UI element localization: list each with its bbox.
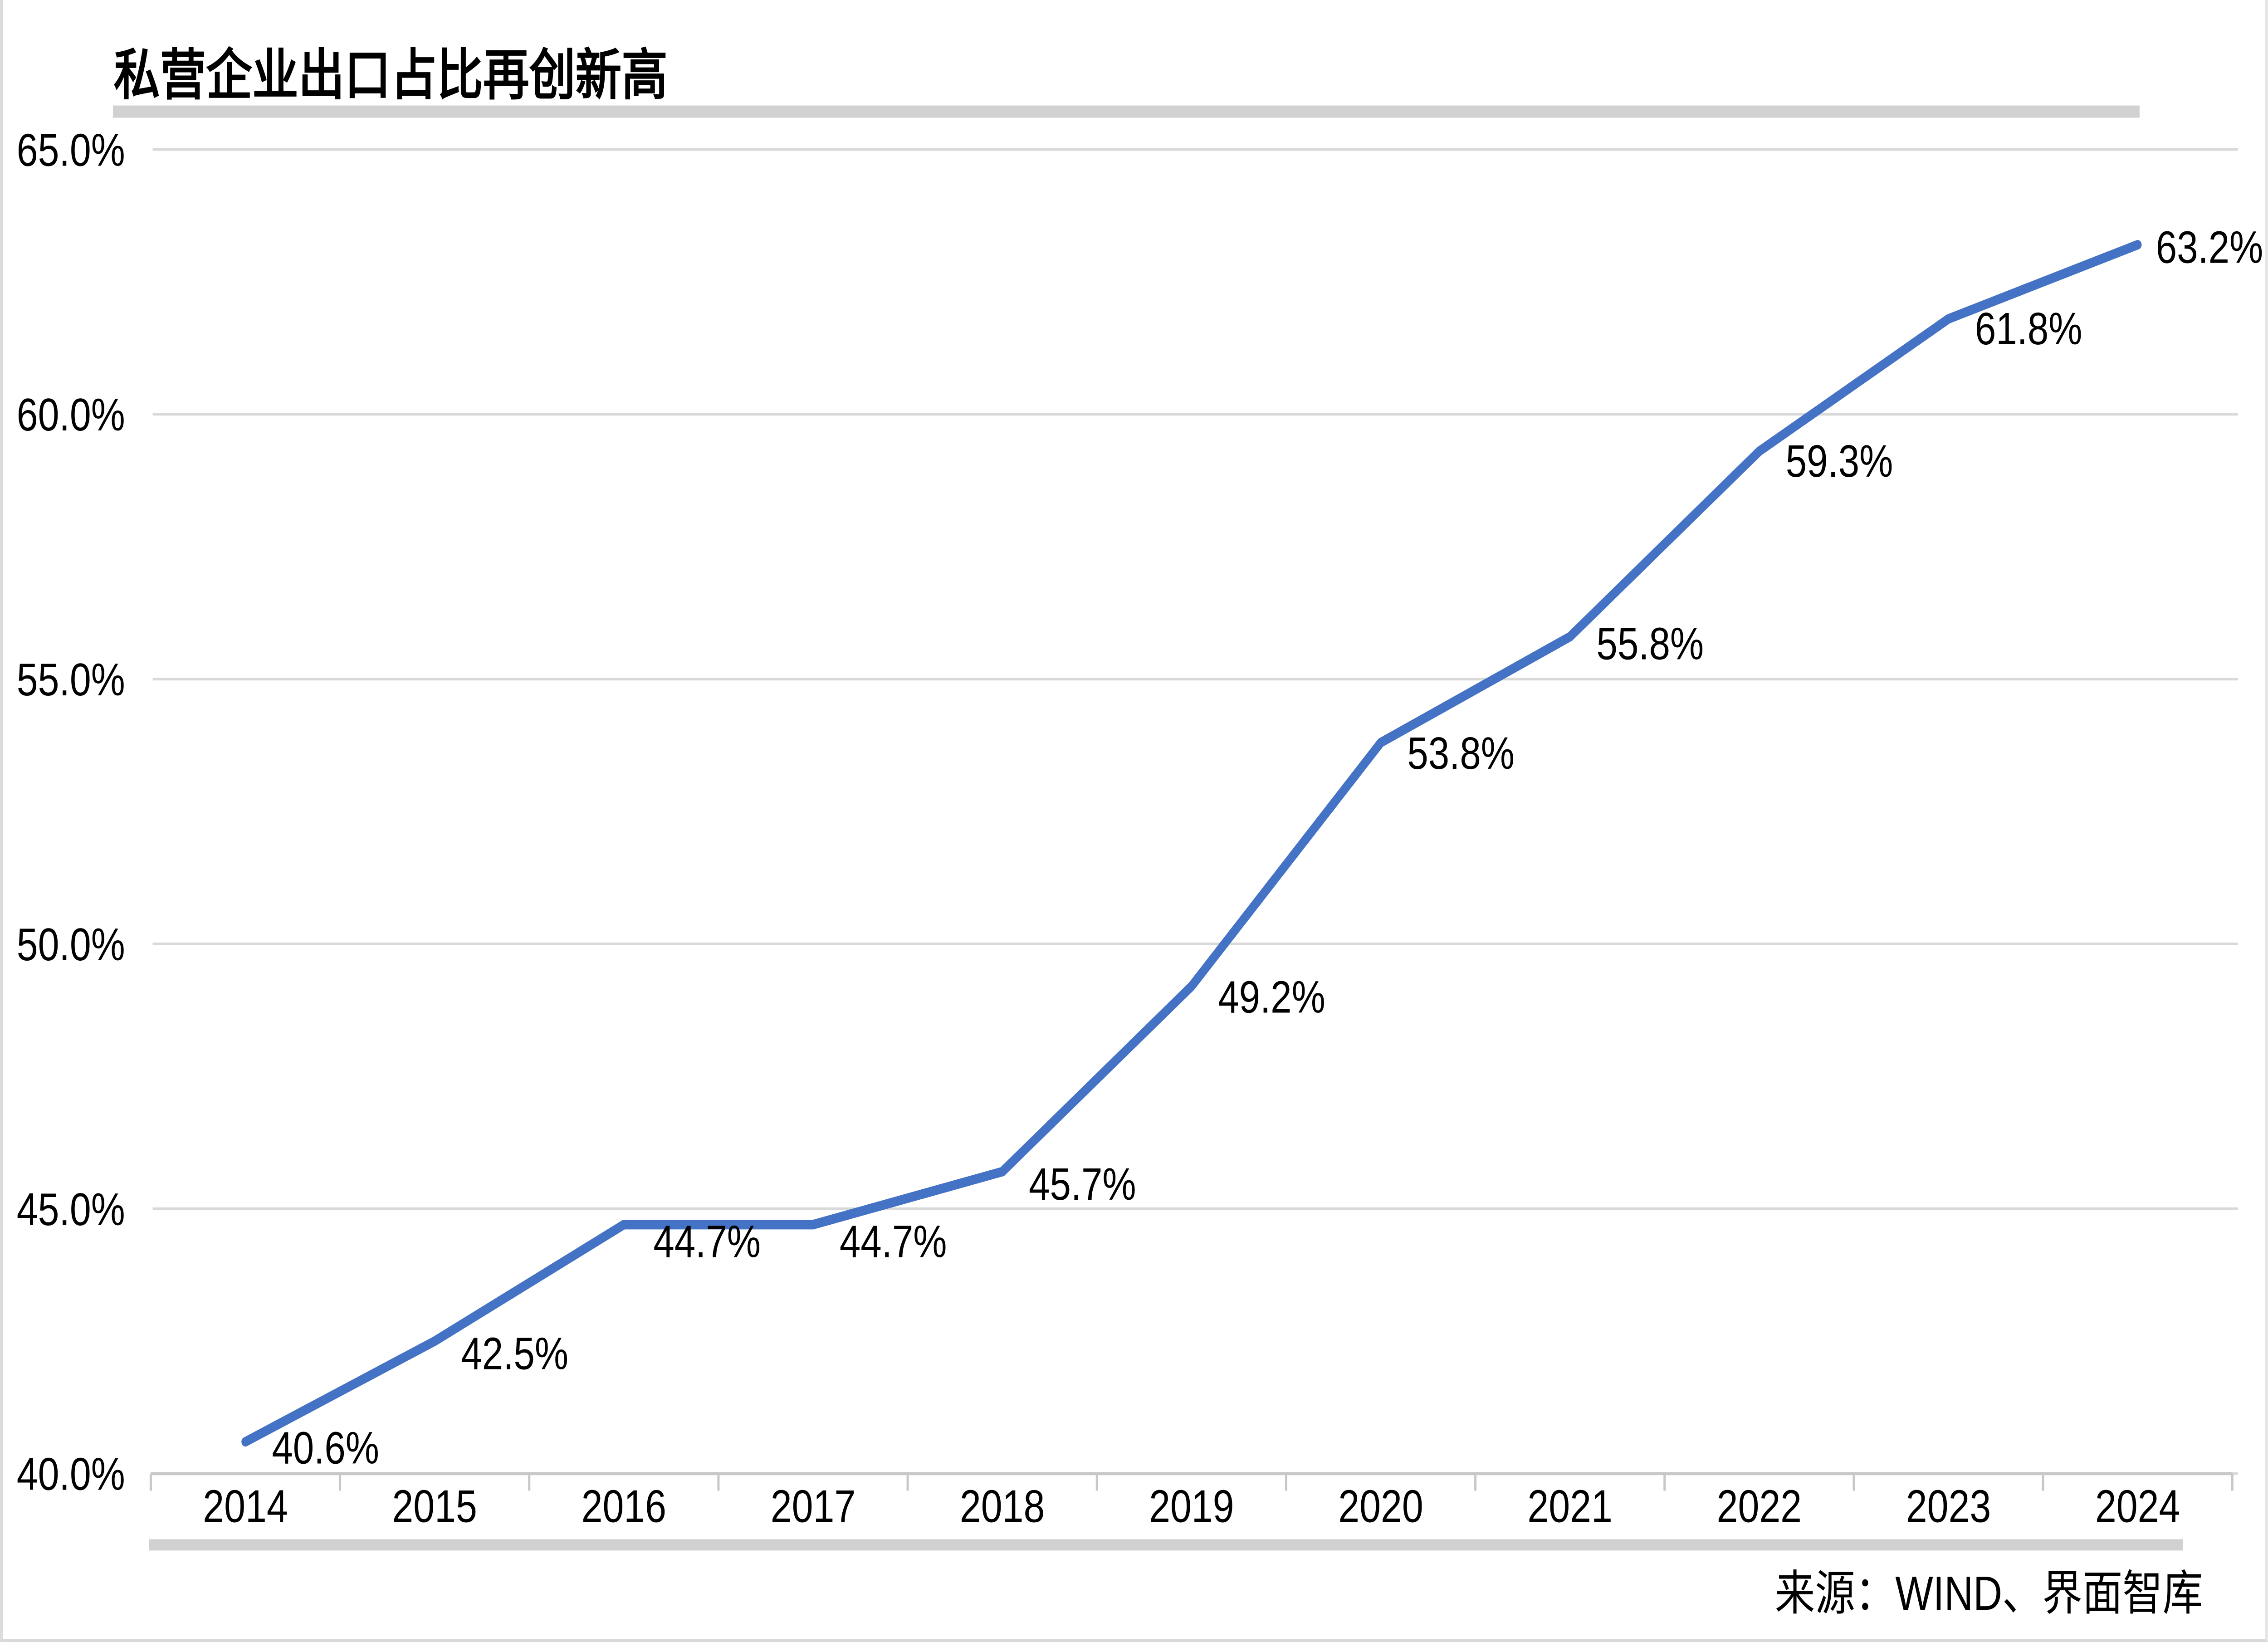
x-axis-tick-label: 2024	[2095, 1481, 2180, 1532]
x-axis-tick-label: 2020	[1338, 1481, 1423, 1532]
x-axis-tick-label: 2019	[1149, 1481, 1234, 1532]
y-axis-tick-label: 55.0%	[17, 654, 125, 705]
y-axis-tick-label: 40.0%	[17, 1448, 125, 1500]
data-point-label: 42.5%	[461, 1329, 569, 1379]
data-labels: 40.6% 42.5% 44.7% 44.7% 45.7% 49.2% 53.8% 55.8%…	[272, 223, 2263, 1474]
x-axis-labels: 2014 2015 2016 2017 2018 2019 2020 2021 2022 2023…	[203, 1481, 2180, 1532]
x-axis-tick-label: 2014	[203, 1481, 288, 1532]
data-point-label: 53.8%	[1407, 728, 1515, 779]
chart-title: 私营企业出口占比再创新高	[114, 44, 668, 106]
bottom-divider-bar	[149, 1539, 2183, 1551]
x-axis-tick-label: 2021	[1527, 1481, 1612, 1532]
data-series	[241, 240, 2142, 1447]
x-axis-tick-label: 2018	[960, 1481, 1045, 1532]
x-axis-tick-label: 2017	[771, 1481, 855, 1532]
data-point-label: 40.6%	[272, 1423, 379, 1474]
y-axis-tick-label: 50.0%	[17, 919, 125, 970]
y-axis-tick-label: 65.0%	[17, 124, 125, 176]
data-point-label: 49.2%	[1218, 972, 1325, 1022]
data-point-label: 61.8%	[1975, 304, 2082, 354]
data-point-label: 44.7%	[653, 1217, 761, 1267]
data-point-label: 59.3%	[1786, 436, 1893, 487]
x-axis-tick-label: 2023	[1906, 1481, 1991, 1532]
gridlines-group	[152, 148, 2238, 1475]
data-line	[241, 240, 2142, 1447]
data-point-label: 44.7%	[840, 1217, 947, 1267]
x-axis-tick-label: 2015	[392, 1481, 477, 1532]
data-point-label: 45.7%	[1029, 1159, 1136, 1210]
x-axis-tick-label: 2016	[582, 1481, 666, 1532]
line-chart-canvas: 私营企业出口占比再创新高 40.0% 45.0% 50.0% 55.0% 60.0% 65…	[17, 44, 2263, 1620]
x-axis	[149, 1472, 2234, 1491]
data-point-label: 55.8%	[1597, 619, 1704, 670]
y-axis-tick-label: 45.0%	[17, 1184, 125, 1235]
y-axis-tick-label: 60.0%	[17, 389, 125, 440]
source-note: 来源：WIND、界面智库	[1775, 1567, 2203, 1620]
title-divider-bar	[112, 105, 2140, 118]
x-axis-tick-label: 2022	[1717, 1481, 1802, 1532]
y-axis-labels: 40.0% 45.0% 50.0% 55.0% 60.0% 65.0%	[17, 124, 125, 1500]
data-point-label: 63.2%	[2156, 223, 2263, 273]
